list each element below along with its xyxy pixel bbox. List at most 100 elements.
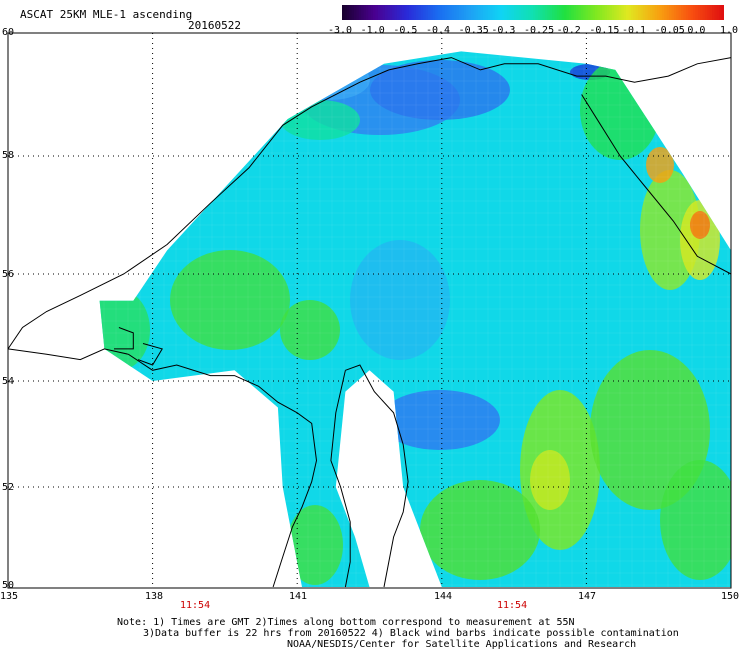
colorbar-swatch	[635, 5, 639, 20]
lon-label-135: 135	[0, 591, 19, 602]
colorbar-swatch	[714, 5, 718, 20]
colorbar-swatch	[416, 5, 419, 20]
colorbar-swatch	[373, 5, 377, 20]
colorbar-swatch	[380, 5, 384, 20]
colorbar-swatch	[356, 5, 360, 20]
lon-label-144: 144	[434, 591, 453, 602]
colorbar-swatch	[528, 5, 532, 20]
coastline	[7, 57, 732, 588]
graticule	[8, 33, 731, 588]
colorbar-swatch	[418, 5, 422, 20]
colorbar-swatch	[363, 5, 367, 20]
colorbar-swatch	[564, 5, 568, 20]
colorbar-swatch	[451, 5, 455, 20]
colorbar-swatch	[480, 5, 484, 20]
colorbar-swatch	[444, 5, 448, 20]
colorbar-swatch	[590, 5, 594, 20]
coast-marker-north	[581, 94, 732, 275]
coast-island-small	[137, 343, 163, 366]
colorbar-swatch	[349, 5, 353, 20]
colorbar-swatch	[435, 5, 439, 20]
colorbar-swatch	[712, 5, 716, 20]
colorbar-swatch	[587, 5, 591, 20]
colorbar-swatch	[537, 5, 541, 20]
colorbar-swatch	[575, 5, 579, 20]
lon-label-150: 150	[721, 591, 740, 602]
colorbar-swatch	[704, 5, 708, 20]
colorbar-swatch	[447, 5, 451, 20]
colorbar-swatch	[389, 5, 393, 20]
time-label-1: 11:54	[180, 600, 211, 611]
colorbar-swatch	[375, 5, 379, 20]
colorbar-swatch	[344, 5, 348, 20]
colorbar-swatch	[721, 5, 725, 20]
colorbar-swatch	[642, 5, 646, 20]
colorbar-swatches	[342, 5, 725, 20]
colorbar-swatch	[523, 5, 527, 20]
colorbar-swatch	[638, 5, 642, 20]
colorbar-swatch	[475, 5, 479, 20]
colorbar-swatch	[516, 5, 520, 20]
colorbar-swatch	[544, 5, 548, 20]
colorbar-swatch	[597, 5, 601, 20]
colorbar-label: -0.5	[393, 25, 418, 36]
colorbar-swatch	[396, 5, 400, 20]
colorbar-swatch	[463, 5, 467, 20]
colorbar-swatch	[568, 5, 572, 20]
colorbar-swatch	[437, 5, 441, 20]
colorbar-swatch	[692, 5, 696, 20]
colorbar-swatch	[688, 5, 692, 20]
colorbar-label: -0.4	[426, 25, 451, 36]
colorbar-swatch	[676, 5, 680, 20]
colorbar-swatch	[430, 5, 434, 20]
colorbar-swatch	[542, 5, 546, 20]
colorbar-swatch	[439, 5, 443, 20]
colorbar-swatch	[719, 5, 723, 20]
colorbar-swatch	[652, 5, 656, 20]
colorbar-swatch	[659, 5, 663, 20]
colorbar-swatch	[709, 5, 713, 20]
colorbar-swatch	[478, 5, 482, 20]
colorbar-swatch	[633, 5, 637, 20]
colorbar-label: -0.3	[491, 25, 516, 36]
colorbar-swatch	[556, 5, 560, 20]
colorbar-swatch	[695, 5, 699, 20]
colorbar-swatch	[673, 5, 677, 20]
colorbar-swatch	[604, 5, 608, 20]
colorbar-swatch	[616, 5, 620, 20]
colorbar-swatch	[657, 5, 661, 20]
colorbar-swatch	[559, 5, 563, 20]
colorbar-swatch	[599, 5, 603, 20]
colorbar-swatch	[346, 5, 350, 20]
colorbar-swatch	[618, 5, 622, 20]
colorbar-swatch	[525, 5, 529, 20]
colorbar-swatch	[506, 5, 510, 20]
colorbar-swatch	[578, 5, 582, 20]
colorbar-swatch	[368, 5, 372, 20]
lat-label-54: 54	[2, 376, 15, 387]
note-line-2: 3)Data buffer is 22 hrs from 20160522 4)…	[143, 628, 679, 639]
colorbar-swatch	[499, 5, 503, 20]
colorbar-swatch	[511, 5, 515, 20]
colorbar-swatch	[664, 5, 668, 20]
colorbar-swatch	[602, 5, 606, 20]
colorbar-swatch	[361, 5, 365, 20]
colorbar-swatch	[566, 5, 570, 20]
colorbar-swatch	[700, 5, 704, 20]
colorbar-swatch	[681, 5, 685, 20]
colorbar-swatch	[458, 5, 462, 20]
colorbar-swatch	[420, 5, 424, 20]
colorbar-swatch	[592, 5, 596, 20]
colorbar-swatch	[408, 5, 412, 20]
colorbar-swatch	[573, 5, 577, 20]
map-frame	[7, 32, 732, 589]
colorbar-swatch	[401, 5, 405, 20]
colorbar-swatch	[461, 5, 465, 20]
colorbar-label: -0.1	[622, 25, 647, 36]
colorbar-swatch	[585, 5, 589, 20]
colorbar-swatch	[432, 5, 436, 20]
colorbar-label: -3.0	[328, 25, 353, 36]
map-title: ASCAT 25KM MLE-1 ascending	[20, 8, 193, 21]
colorbar-swatch	[449, 5, 453, 20]
colorbar-swatch	[485, 5, 489, 20]
